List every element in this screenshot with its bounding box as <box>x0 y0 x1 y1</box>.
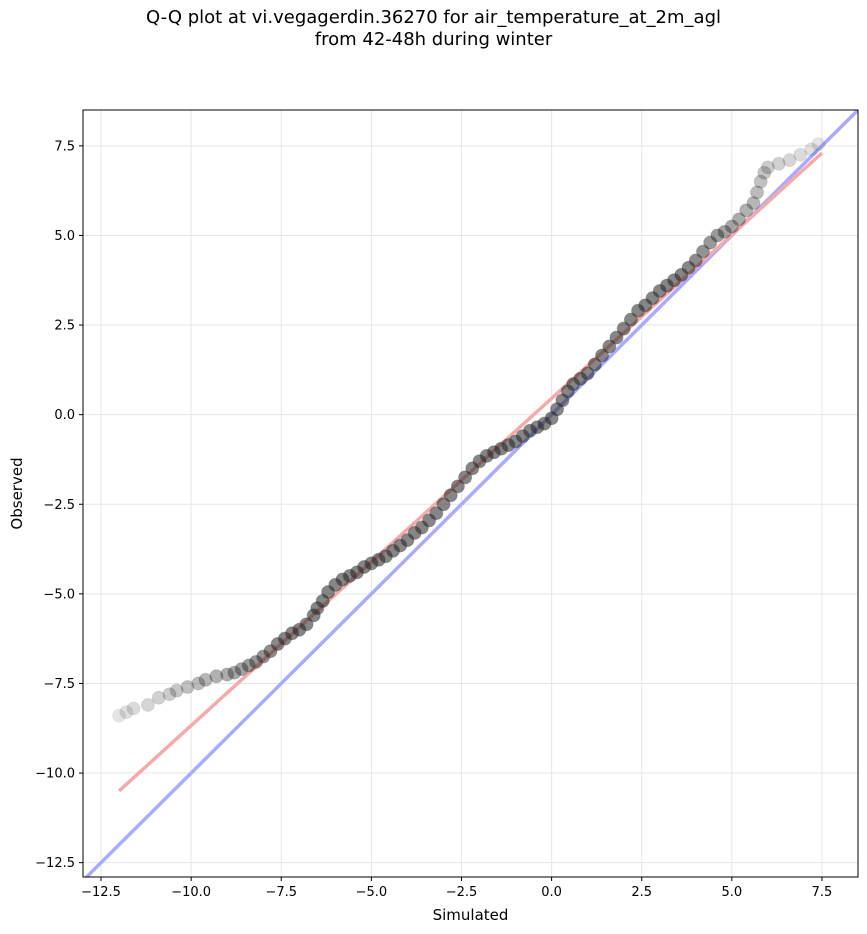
data-points <box>112 137 826 723</box>
x-tick-label: 5.0 <box>721 885 742 900</box>
x-tick-label: 7.5 <box>812 885 833 900</box>
data-point <box>732 212 747 227</box>
y-tick-label: 7.5 <box>54 139 75 154</box>
data-point <box>750 185 765 200</box>
data-point <box>580 366 595 381</box>
data-point <box>241 658 256 673</box>
y-tick-label: 2.5 <box>54 319 75 334</box>
data-point <box>191 676 206 691</box>
data-point <box>717 224 732 239</box>
data-point <box>609 330 624 345</box>
data-point <box>458 470 473 485</box>
data-point <box>249 654 264 669</box>
data-point <box>234 662 249 677</box>
y-tick-label: −7.5 <box>43 677 75 692</box>
chart-title-line2: from 42-48h during winter <box>314 29 553 50</box>
data-point <box>112 708 127 723</box>
data-point <box>162 687 177 702</box>
data-point <box>151 690 166 705</box>
data-point <box>450 479 465 494</box>
data-point <box>299 617 314 632</box>
x-axis-label: Simulated <box>433 906 509 924</box>
y-tick-label: −2.5 <box>43 498 75 513</box>
y-tick-label: 0.0 <box>54 408 75 423</box>
data-point <box>198 672 213 687</box>
data-point <box>616 321 631 336</box>
data-point <box>443 488 458 503</box>
data-point <box>696 244 710 259</box>
plot-frame <box>82 109 859 878</box>
data-point <box>140 697 155 712</box>
data-point <box>703 235 718 250</box>
data-point <box>429 506 444 521</box>
data-point <box>811 137 826 152</box>
x-tick-label: −2.5 <box>446 885 478 900</box>
data-point <box>753 174 768 189</box>
data-point <box>180 680 195 695</box>
data-point <box>760 160 775 175</box>
x-tick-label: −7.5 <box>265 885 297 900</box>
data-point <box>782 153 797 168</box>
data-point <box>710 228 725 243</box>
x-tick-label: 2.5 <box>631 885 652 900</box>
data-point <box>209 669 224 684</box>
x-tick-label: −5.0 <box>356 885 388 900</box>
data-point <box>227 665 242 680</box>
data-point <box>119 705 134 720</box>
y-tick-label: −10.0 <box>35 767 75 782</box>
data-point <box>595 348 610 363</box>
data-point <box>771 156 786 171</box>
y-axis-ticks: −12.5 −10.0 −7.5 −5.0 −2.5 0.0 2.5 5.0 7.5 <box>35 139 83 871</box>
x-tick-label: −12.5 <box>81 885 121 900</box>
data-point <box>804 142 819 157</box>
data-point <box>757 165 772 180</box>
data-point <box>220 667 235 682</box>
data-point <box>623 312 638 327</box>
data-point <box>602 339 617 354</box>
data-point <box>793 147 808 162</box>
data-point <box>126 701 141 716</box>
y-tick-label: −12.5 <box>35 856 75 871</box>
chart-title: Q-Q plot at vi.vegagerdin.36270 for air_… <box>0 7 867 51</box>
chart-title-line1: Q-Q plot at vi.vegagerdin.36270 for air_… <box>146 7 721 28</box>
x-tick-label: −10.0 <box>171 885 211 900</box>
data-point <box>739 203 754 218</box>
y-axis-label: Observed <box>8 457 26 529</box>
data-point <box>746 196 761 211</box>
data-point <box>688 253 703 268</box>
data-point <box>587 357 602 372</box>
data-point <box>169 683 184 698</box>
x-axis-ticks: −12.5 −10.0 −7.5 −5.0 −2.5 0.0 2.5 5.0 7.5 <box>81 877 832 900</box>
grid <box>83 110 858 877</box>
y-tick-label: −5.0 <box>43 587 75 602</box>
x-tick-label: 0.0 <box>541 885 562 900</box>
data-point <box>436 497 451 512</box>
y-tick-label: 5.0 <box>54 229 75 244</box>
data-point <box>724 219 739 234</box>
